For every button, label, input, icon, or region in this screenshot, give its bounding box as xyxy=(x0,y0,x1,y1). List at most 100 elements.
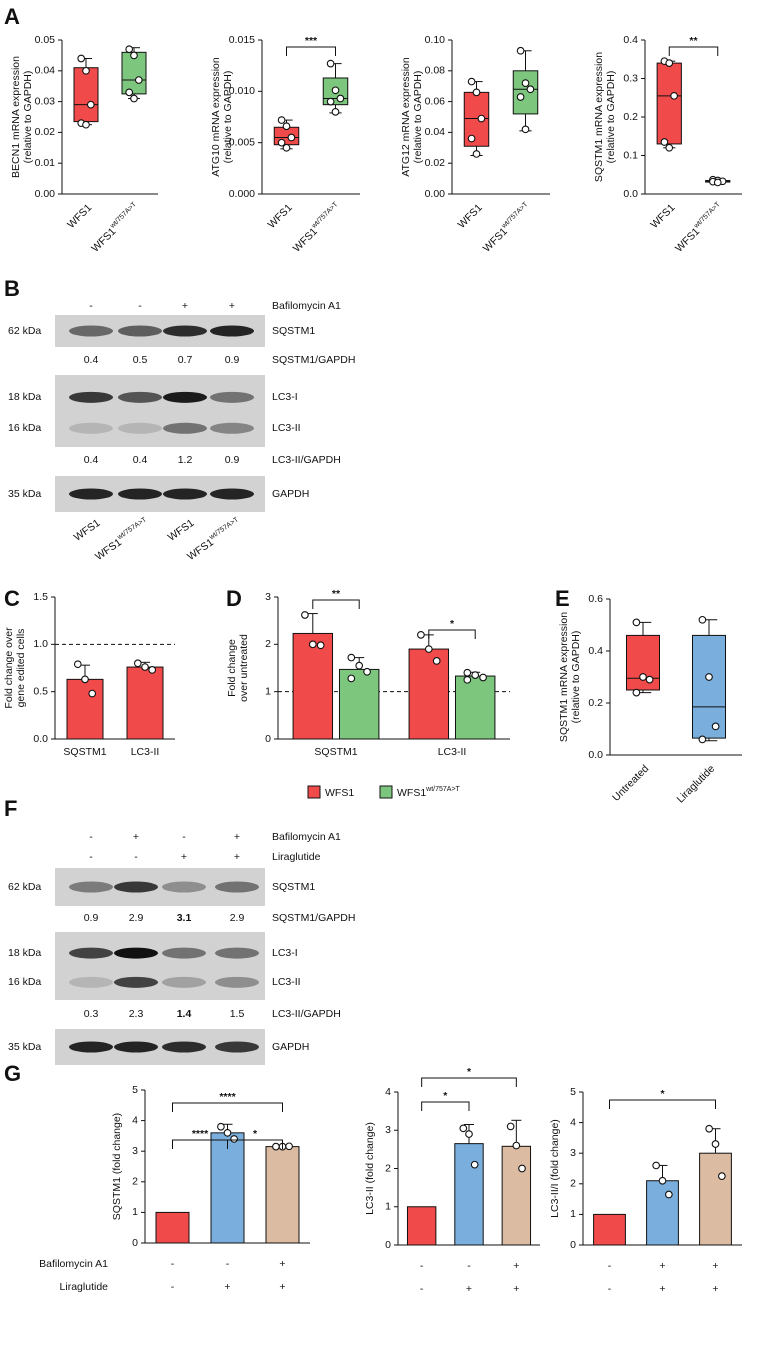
ratio-label: SQSTM1/GAPDH xyxy=(272,912,355,924)
blot-band xyxy=(210,391,254,403)
y-tick-label: 2 xyxy=(265,638,271,650)
data-point xyxy=(432,657,441,665)
data-point xyxy=(287,133,296,142)
data-point xyxy=(698,735,707,744)
legend-label: WFS1 xyxy=(325,787,354,799)
x-tick-label: WFS1 xyxy=(455,201,484,230)
data-point xyxy=(82,120,90,129)
box xyxy=(656,62,682,145)
y-tick-label: 0 xyxy=(570,1239,576,1251)
significance-bracket xyxy=(428,629,476,639)
blot-band xyxy=(162,976,206,988)
ratio-label: SQSTM1/GAPDH xyxy=(272,354,355,366)
data-point xyxy=(86,100,95,109)
blot-band xyxy=(215,947,259,959)
x-tick-label-text: Liraglutide xyxy=(674,762,717,805)
blot-band xyxy=(210,325,254,337)
data-point xyxy=(665,59,674,67)
data-point xyxy=(526,85,535,94)
blot-band xyxy=(69,1041,113,1053)
box xyxy=(692,634,726,739)
ratio-value: 0.9 xyxy=(84,912,99,924)
blot-band xyxy=(69,422,113,434)
kda-label: 35 kDa xyxy=(8,1041,41,1053)
y-tick-label: 0.08 xyxy=(425,65,446,77)
condition-sign: + xyxy=(712,1260,718,1272)
condition-sign: + xyxy=(513,1283,519,1295)
blot-band xyxy=(69,488,113,500)
data-point xyxy=(347,653,356,662)
y-axis-label: LC3-II (fold change) xyxy=(364,1122,376,1215)
data-point xyxy=(665,143,674,152)
treatment-label: Bafilomycin A1 xyxy=(272,300,341,312)
bar xyxy=(155,1211,190,1244)
data-point xyxy=(125,45,134,54)
data-point xyxy=(698,615,707,624)
data-point xyxy=(331,86,340,95)
data-point xyxy=(459,1124,468,1133)
x-tick-label-text: WFS1 xyxy=(648,201,677,230)
data-point xyxy=(711,1140,720,1148)
condition-sign: - xyxy=(467,1260,471,1272)
condition-sign: - xyxy=(608,1260,612,1272)
y-tick-label: 0.4 xyxy=(623,34,638,46)
treatment-sign: - xyxy=(89,831,93,843)
y-tick-label: 2 xyxy=(132,1176,138,1188)
panel-label: F xyxy=(4,796,17,821)
box xyxy=(512,70,539,115)
data-point xyxy=(73,660,82,669)
lane-label-sup: wt/757A>T xyxy=(116,516,149,542)
lane-label: WFS1 xyxy=(166,517,197,544)
ratio-value: 0.4 xyxy=(84,354,99,366)
data-point xyxy=(88,689,97,698)
blot-image xyxy=(55,375,265,447)
blot-band xyxy=(118,391,162,403)
ratio-value: 1.4 xyxy=(177,1008,192,1020)
lane-label-text: WFS1 xyxy=(72,517,103,544)
data-point xyxy=(658,1176,667,1185)
y-tick-label: 0.06 xyxy=(425,95,446,107)
data-point xyxy=(308,640,317,649)
x-tick-label-sup: wt/757A>T xyxy=(500,201,530,231)
data-point xyxy=(665,1190,673,1199)
significance-bracket xyxy=(286,46,336,56)
condition-sign: + xyxy=(712,1283,718,1295)
y-tick-label: 0.02 xyxy=(425,157,446,169)
legend-swatch xyxy=(379,785,393,799)
ratio-value: 0.4 xyxy=(133,454,148,466)
ratio-value: 0.9 xyxy=(225,354,240,366)
ratio-value: 2.9 xyxy=(230,912,245,924)
data-point xyxy=(467,77,476,86)
blot-band xyxy=(215,1041,259,1053)
data-point xyxy=(518,1164,526,1173)
y-tick-label: 0.005 xyxy=(229,136,255,148)
data-point xyxy=(424,645,433,653)
y-tick-label: 0.015 xyxy=(229,34,255,46)
treatment-sign: - xyxy=(138,300,142,312)
condition-label: Bafilomycin A1 xyxy=(39,1258,108,1270)
legend-label-text: WFS1 xyxy=(325,787,354,799)
band-label: SQSTM1 xyxy=(272,325,315,337)
panel-label: A xyxy=(4,4,20,29)
data-point xyxy=(130,51,138,60)
data-point xyxy=(521,79,530,87)
band-label: SQSTM1 xyxy=(272,881,315,893)
band-label: GAPDH xyxy=(272,1041,309,1053)
data-point xyxy=(363,667,371,676)
significance-bracket xyxy=(227,1139,283,1149)
data-point xyxy=(632,618,641,627)
x-tick-label-text: SQSTM1 xyxy=(314,746,357,758)
y-tick-label: 1.0 xyxy=(33,638,48,650)
data-point xyxy=(326,97,335,106)
band-label: GAPDH xyxy=(272,488,309,500)
ratio-label: LC3-II/GAPDH xyxy=(272,454,341,466)
y-tick-label: 1 xyxy=(132,1206,138,1218)
condition-sign: - xyxy=(608,1283,612,1295)
data-point xyxy=(467,134,476,143)
x-tick-label-sup: wt/757A>T xyxy=(693,201,723,231)
data-point xyxy=(645,675,654,684)
treatment-sign: + xyxy=(229,300,235,312)
y-tick-label: 0.1 xyxy=(623,149,638,161)
y-tick-label: 0.00 xyxy=(35,188,56,200)
panel-label: B xyxy=(4,276,20,301)
